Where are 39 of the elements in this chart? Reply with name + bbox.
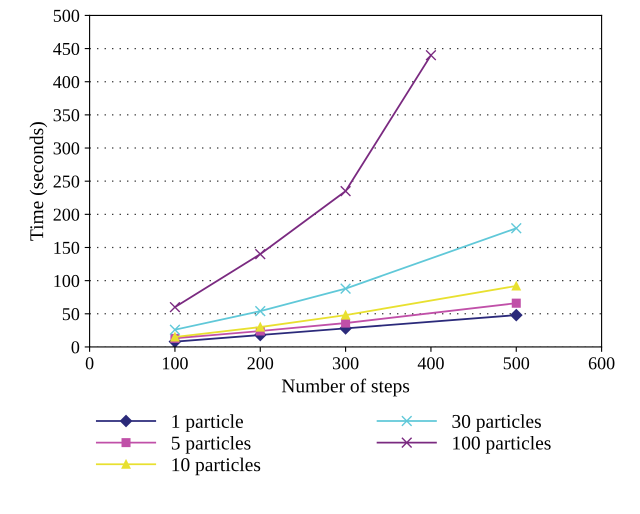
y-tick-label: 150 (54, 242, 80, 254)
point (510, 222, 522, 234)
point (254, 306, 266, 317)
y-tick-label: 100 (54, 274, 80, 288)
x-tick-label: 600 (588, 357, 614, 370)
point (510, 309, 522, 322)
x-tick-label: 0 (86, 357, 94, 370)
y-axis-title: Time (seconds) (30, 122, 48, 241)
legend-label: 100 particles (453, 436, 551, 454)
x-axis-title: Number of steps (282, 378, 410, 396)
y-tick-label: 500 (54, 10, 80, 22)
point (254, 248, 266, 260)
y-tick-label: 250 (54, 175, 80, 188)
y-tick-label: 0 (72, 341, 80, 354)
y-tick-label: 400 (53, 76, 80, 88)
x-tick-label: 100 (162, 357, 188, 370)
x-tick-label: 300 (332, 357, 358, 370)
y-tick-label: 300 (54, 142, 80, 154)
x-tick-label: 200 (248, 357, 274, 370)
x-tick-label: 400 (418, 357, 444, 370)
point (340, 283, 352, 294)
y-tick-label: 200 (54, 208, 80, 221)
legend-label: 5 particles (172, 436, 250, 454)
point (341, 310, 350, 320)
point (340, 186, 352, 197)
y-tick-label: 350 (54, 109, 80, 122)
legend-label: 10 particles (172, 458, 260, 476)
y-tick-label: 450 (53, 42, 80, 56)
legend-label: 1 particle (172, 414, 243, 432)
point (512, 281, 521, 290)
legend-label: 30 particles (452, 414, 541, 432)
point (341, 318, 350, 328)
y-tick-label: 50 (62, 308, 80, 320)
point (169, 324, 180, 336)
point (256, 322, 265, 332)
point (425, 50, 436, 61)
point (512, 298, 521, 308)
point (169, 302, 180, 313)
x-tick-label: 500 (504, 357, 530, 370)
